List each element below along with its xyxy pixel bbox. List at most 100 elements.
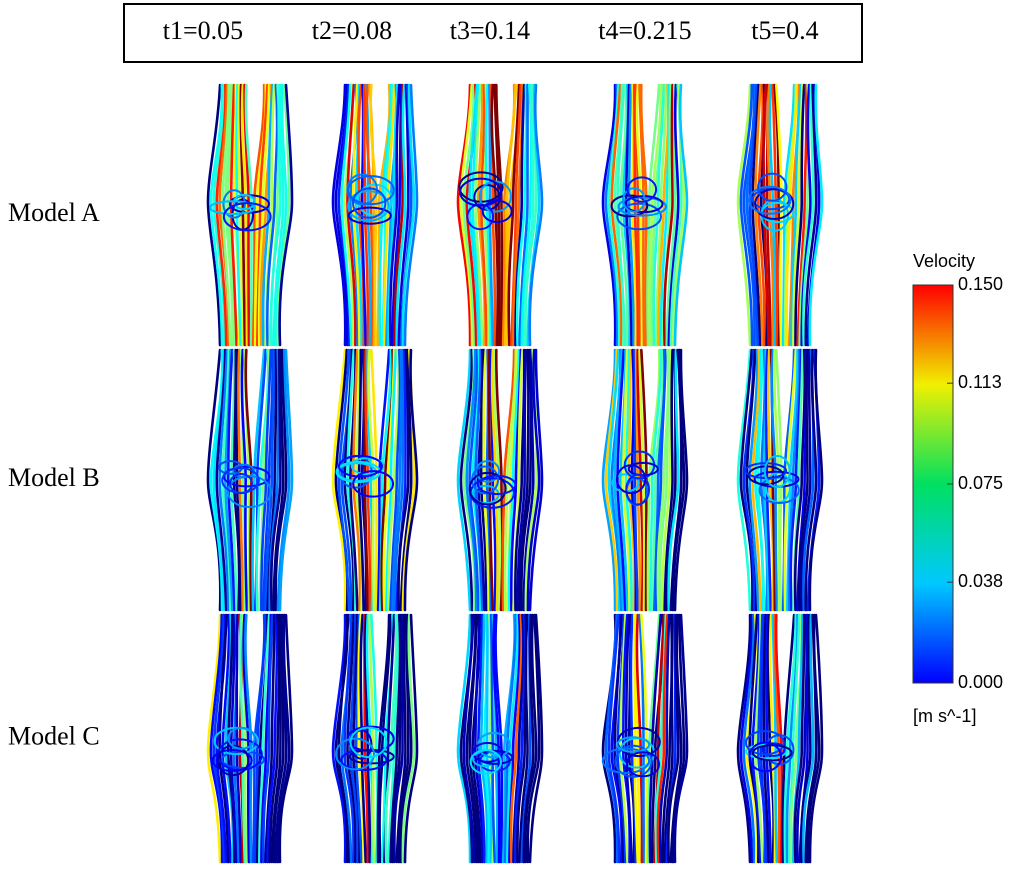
vortex-swirl	[622, 187, 646, 213]
vessel-panel	[456, 613, 544, 864]
streamline	[762, 83, 770, 347]
streamline	[616, 83, 627, 347]
vortex-swirl	[209, 200, 257, 216]
vortex-swirl	[761, 742, 786, 757]
streamline	[798, 348, 809, 612]
vortex-swirl	[352, 470, 395, 498]
vortex-swirl	[481, 199, 513, 223]
vortex-swirl	[615, 464, 647, 495]
streamline	[468, 348, 480, 612]
streamline	[518, 83, 529, 347]
streamline	[673, 613, 689, 864]
streamline	[331, 348, 347, 612]
streamline	[509, 613, 523, 864]
streamline	[648, 83, 663, 347]
vortex-swirl	[744, 730, 785, 756]
streamline	[515, 83, 528, 347]
streamline	[627, 83, 635, 347]
streamline	[456, 613, 472, 864]
streamline	[806, 613, 821, 864]
streamline	[340, 83, 353, 347]
streamline	[403, 348, 419, 612]
streamline	[756, 348, 766, 612]
streamline	[471, 83, 482, 347]
vessel-panel	[456, 83, 544, 347]
streamline	[265, 83, 279, 347]
streamline	[251, 348, 266, 612]
streamline	[607, 83, 621, 347]
streamline	[206, 83, 222, 347]
streamline	[739, 613, 754, 864]
vortex-swirl	[337, 455, 383, 478]
streamline	[266, 613, 279, 864]
streamline	[794, 83, 806, 347]
streamline	[257, 83, 271, 347]
streamline	[790, 83, 803, 347]
colorbar-tick-label: 0.113	[958, 372, 1002, 392]
streamline	[796, 83, 808, 347]
streamline	[212, 613, 226, 864]
streamline	[462, 613, 476, 864]
streamline	[646, 613, 661, 864]
streamline	[671, 348, 686, 612]
streamline	[403, 613, 419, 864]
streamline	[667, 348, 680, 612]
streamline	[264, 613, 276, 864]
streamline	[209, 83, 224, 347]
streamline	[346, 613, 357, 864]
streamline	[278, 83, 294, 347]
vortex-swirl	[748, 741, 783, 773]
streamline	[526, 348, 541, 612]
streamline	[771, 83, 779, 347]
vortex-swirl	[356, 183, 393, 217]
streamline	[278, 613, 294, 864]
streamline	[793, 613, 806, 864]
streamline	[792, 83, 804, 347]
streamline	[633, 613, 640, 864]
streamline	[781, 83, 796, 347]
streamline	[399, 348, 413, 612]
streamline	[331, 613, 347, 864]
vortex-swirl	[758, 476, 800, 505]
vortex-swirl	[751, 744, 793, 762]
vessel-panel	[206, 613, 294, 864]
streamline	[604, 348, 619, 612]
streamline	[766, 83, 775, 347]
time-label: t3=0.14	[450, 16, 530, 45]
vortex-swirl	[352, 187, 387, 219]
time-label: t4=0.215	[598, 16, 691, 45]
streamline	[748, 348, 760, 612]
vortex-swirl	[471, 742, 504, 763]
vortex-swirl	[222, 202, 272, 232]
streamline	[206, 613, 222, 864]
streamline	[528, 348, 544, 612]
streamline-panels	[206, 83, 824, 864]
streamline	[255, 83, 269, 347]
vessel-panel	[456, 348, 544, 612]
streamline	[512, 613, 525, 864]
header-box	[123, 3, 863, 63]
streamline	[765, 613, 772, 864]
streamline	[767, 613, 775, 864]
streamline	[391, 348, 403, 612]
streamline	[346, 83, 357, 347]
row-label: Model B	[8, 463, 100, 492]
streamline	[237, 348, 245, 612]
streamline	[754, 613, 764, 864]
streamline	[393, 613, 404, 864]
vortex-swirl	[614, 744, 653, 778]
colorbar-tick-label: 0.000	[958, 672, 1003, 692]
streamline	[633, 83, 640, 347]
vortex-swirl	[601, 747, 651, 774]
streamline	[391, 83, 403, 347]
streamline	[276, 348, 291, 612]
streamline	[262, 613, 274, 864]
streamline	[613, 348, 625, 612]
streamline	[663, 613, 674, 864]
streamline	[465, 348, 478, 612]
streamline	[260, 348, 273, 612]
streamline	[349, 613, 359, 864]
streamline	[272, 348, 285, 612]
vortex-swirl	[757, 172, 788, 202]
